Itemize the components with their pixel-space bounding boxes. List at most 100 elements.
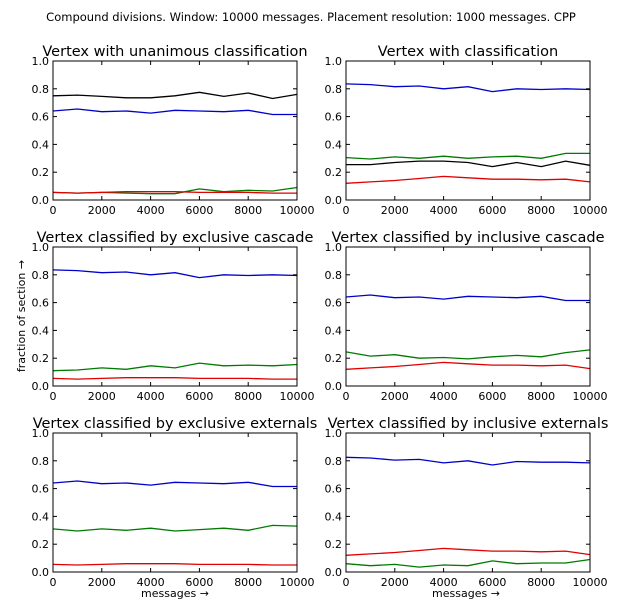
x-tick-label: 0 [50, 204, 57, 217]
y-tick-label: 0.6 [325, 297, 343, 310]
x-tick-label: 8000 [234, 390, 262, 403]
y-tick-label: 1.0 [325, 427, 343, 440]
series-line-green [345, 349, 591, 360]
series-line-red [52, 377, 297, 380]
y-tick-label: 0.8 [32, 269, 50, 282]
y-tick-label: 0.2 [325, 538, 343, 551]
x-tick-label: 10000 [280, 204, 315, 217]
y-tick-label: 0.4 [32, 324, 50, 337]
x-tick-label: 4000 [430, 576, 458, 589]
series-line-green [52, 362, 298, 372]
x-tick-label: 2000 [381, 390, 409, 403]
series-line-green [52, 524, 298, 532]
x-tick-label: 0 [50, 390, 57, 403]
y-tick-label: 0.2 [32, 538, 50, 551]
y-tick-label: 0.2 [32, 166, 50, 179]
y-tick-label: 0.0 [32, 566, 50, 579]
x-tick-label: 4000 [430, 204, 458, 217]
x-tick-label: 8000 [527, 204, 555, 217]
x-tick-label: 4000 [137, 576, 165, 589]
y-tick-label: 1.0 [32, 427, 50, 440]
panel-title: Vertex with unanimous classification [42, 44, 307, 60]
y-tick-label: 0.8 [32, 83, 50, 96]
series-line-red [52, 191, 297, 194]
panel-title: Vertex classified by exclusive cascade [37, 230, 314, 246]
axes-frame [345, 246, 591, 387]
panel-2: Vertex with classification 0.0 0.2 0.4 0.6 0.… [325, 44, 608, 217]
series-line-blue [345, 294, 590, 302]
series-line-blue [345, 456, 591, 466]
y-tick-label: 0.6 [325, 483, 343, 496]
series-line-blue [52, 480, 297, 488]
y-tick-label: 0.0 [32, 380, 50, 393]
figure-ylabel: fraction of section → [15, 260, 28, 372]
y-tick-label: 0.4 [32, 510, 50, 523]
y-tick-label: 0.2 [325, 166, 343, 179]
y-tick-label: 0.4 [325, 510, 343, 523]
series-line-blue [52, 108, 297, 116]
x-tick-label: 2000 [381, 576, 409, 589]
y-tick-label: 1.0 [325, 55, 343, 68]
axes-frame [52, 432, 298, 573]
x-tick-label: 10000 [280, 576, 315, 589]
axes-frame [345, 60, 591, 201]
y-tick-label: 0.4 [32, 138, 50, 151]
x-tick-label: 2000 [88, 390, 116, 403]
y-tick-label: 0.4 [325, 138, 343, 151]
x-tick-label: 10000 [573, 576, 608, 589]
panel-5: Vertex classified by exclusive externals… [32, 416, 318, 589]
x-tick-label: 6000 [478, 576, 506, 589]
y-tick-label: 0.2 [32, 352, 50, 365]
series-line-red [345, 547, 591, 556]
x-tick-label: 4000 [430, 390, 458, 403]
y-tick-label: 0.8 [325, 269, 343, 282]
x-tick-label: 0 [343, 390, 350, 403]
y-tick-label: 0.6 [32, 297, 50, 310]
axes-frame [345, 432, 591, 573]
y-tick-label: 1.0 [32, 241, 50, 254]
x-tick-label: 10000 [573, 390, 608, 403]
panel-3: Vertex classified by exclusive cascade 0.… [32, 230, 315, 403]
y-tick-label: 0.0 [325, 566, 343, 579]
x-tick-label: 4000 [137, 390, 165, 403]
panel-1: Vertex with unanimous classification0.00… [32, 44, 315, 217]
x-tick-label: 8000 [234, 576, 262, 589]
x-tick-label: 6000 [185, 390, 213, 403]
x-axis-label-right: messages → [432, 587, 500, 600]
series-line-green [345, 152, 590, 160]
series-line-red [345, 175, 591, 184]
panel-title: Vertex classified by inclusive externals [328, 416, 609, 432]
y-tick-label: 1.0 [325, 241, 343, 254]
x-tick-label: 4000 [137, 204, 165, 217]
y-tick-label: 0.4 [325, 324, 343, 337]
series-line-blue [345, 83, 591, 93]
y-tick-label: 0.0 [325, 380, 343, 393]
x-tick-label: 10000 [573, 204, 608, 217]
x-tick-label: 2000 [88, 204, 116, 217]
x-tick-label: 2000 [381, 204, 409, 217]
x-tick-label: 0 [343, 204, 350, 217]
x-tick-label: 10000 [280, 390, 315, 403]
axes-frame [52, 246, 298, 387]
panel-title: Vertex classified by inclusive cascade [331, 230, 604, 246]
x-tick-label: 0 [343, 576, 350, 589]
panel-title: Vertex with classification [378, 44, 558, 60]
x-tick-label: 8000 [234, 204, 262, 217]
y-tick-label: 0.6 [325, 111, 343, 124]
panel-6: Vertex classified by inclusive externals… [325, 416, 609, 589]
y-tick-label: 0.6 [32, 483, 50, 496]
figure-suptitle: Compound divisions. Window: 10000 messag… [46, 10, 576, 24]
series-line-blue [52, 269, 298, 279]
x-tick-label: 6000 [478, 204, 506, 217]
x-tick-label: 8000 [527, 576, 555, 589]
axes-frame [52, 60, 298, 201]
series-line-red [345, 361, 591, 370]
x-tick-label: 6000 [185, 576, 213, 589]
series-line-black [346, 160, 591, 168]
x-axis-label-left: messages → [141, 587, 209, 600]
y-tick-label: 0.0 [325, 194, 343, 207]
y-tick-label: 0.8 [325, 83, 343, 96]
y-tick-label: 0.8 [325, 455, 343, 468]
series-line-black [52, 91, 298, 100]
